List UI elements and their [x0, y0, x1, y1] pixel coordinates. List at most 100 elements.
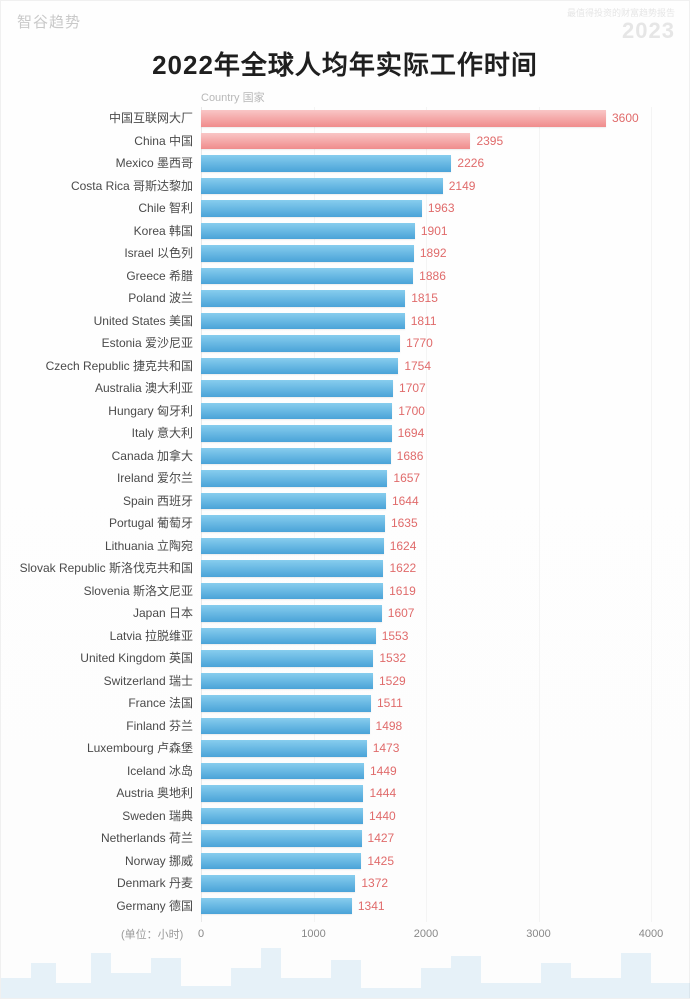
bar [201, 538, 384, 555]
category-label: Ireland 爱尔兰 [0, 467, 201, 490]
bar-row: Iceland 冰岛1449 [201, 760, 651, 783]
value-label: 1622 [383, 557, 416, 580]
category-label: Netherlands 荷兰 [0, 827, 201, 850]
category-label: Sweden 瑞典 [0, 805, 201, 828]
bar-row: Hungary 匈牙利1700 [201, 400, 651, 423]
bar [201, 763, 364, 780]
bar [201, 425, 392, 442]
bar-highlight [201, 110, 606, 127]
watermark-top-right: 最值得投资的财富趋势报告 2023 [567, 9, 675, 43]
bar [201, 515, 385, 532]
value-label: 1770 [400, 332, 433, 355]
bar-row: Portugal 葡萄牙1635 [201, 512, 651, 535]
category-label: United Kingdom 英国 [0, 647, 201, 670]
bar-row: Japan 日本1607 [201, 602, 651, 625]
category-label: Germany 德国 [0, 895, 201, 918]
bar-row: Mexico 墨西哥2226 [201, 152, 651, 175]
category-label: Latvia 拉脱维亚 [0, 625, 201, 648]
category-label: Canada 加拿大 [0, 445, 201, 468]
value-label: 1427 [362, 827, 395, 850]
bar-row: Norway 挪威1425 [201, 850, 651, 873]
value-label: 1619 [383, 580, 416, 603]
bar [201, 403, 392, 420]
category-label: Costa Rica 哥斯达黎加 [0, 175, 201, 198]
bar-row: Denmark 丹麦1372 [201, 872, 651, 895]
value-label: 1892 [414, 242, 447, 265]
bar [201, 560, 383, 577]
value-label: 1473 [367, 737, 400, 760]
bar [201, 785, 363, 802]
bar-row: Chile 智利1963 [201, 197, 651, 220]
value-label: 1694 [392, 422, 425, 445]
value-label: 1449 [364, 760, 397, 783]
bar-row: Australia 澳大利亚1707 [201, 377, 651, 400]
bar-row: Finland 芬兰1498 [201, 715, 651, 738]
value-label: 1607 [382, 602, 415, 625]
bar-row: Switzerland 瑞士1529 [201, 670, 651, 693]
bar-row: Austria 奥地利1444 [201, 782, 651, 805]
bar-row: Estonia 爱沙尼亚1770 [201, 332, 651, 355]
bar [201, 695, 371, 712]
chart-page: 智谷趋势 最值得投资的财富趋势报告 2023 2022年全球人均年实际工作时间 … [0, 0, 690, 999]
category-label: Japan 日本 [0, 602, 201, 625]
bar [201, 628, 376, 645]
bar-highlight [201, 133, 470, 150]
value-label: 1372 [355, 872, 388, 895]
value-label: 1635 [385, 512, 418, 535]
bar-row: Korea 韩国1901 [201, 220, 651, 243]
value-label: 1963 [422, 197, 455, 220]
category-label: Austria 奥地利 [0, 782, 201, 805]
bar-row: China 中国2395 [201, 130, 651, 153]
bar [201, 673, 373, 690]
bar [201, 313, 405, 330]
category-label: Iceland 冰岛 [0, 760, 201, 783]
value-label: 1811 [405, 310, 437, 333]
value-label: 2226 [451, 152, 484, 175]
bar-row: Canada 加拿大1686 [201, 445, 651, 468]
value-label: 1498 [370, 715, 403, 738]
category-label: Greece 希腊 [0, 265, 201, 288]
category-label: 中国互联网大厂 [0, 107, 201, 130]
value-label: 1707 [393, 377, 426, 400]
category-label: Spain 西班牙 [0, 490, 201, 513]
x-tick-label: 3000 [526, 928, 550, 940]
value-label: 1624 [384, 535, 417, 558]
value-label: 2149 [443, 175, 476, 198]
bar-row: France 法国1511 [201, 692, 651, 715]
value-label: 1886 [413, 265, 446, 288]
value-label: 1553 [376, 625, 409, 648]
bar [201, 650, 373, 667]
bar-row: Italy 意大利1694 [201, 422, 651, 445]
value-label: 1644 [386, 490, 419, 513]
category-label: Luxembourg 卢森堡 [0, 737, 201, 760]
bar [201, 268, 413, 285]
bar [201, 290, 405, 307]
value-label: 1529 [373, 670, 406, 693]
x-tick-label: 2000 [414, 928, 438, 940]
bar [201, 875, 355, 892]
plot-region: 中国互联网大厂3600China 中国2395Mexico 墨西哥2226Cos… [201, 107, 651, 922]
category-label: Israel 以色列 [0, 242, 201, 265]
bar [201, 808, 363, 825]
bar-row: Germany 德国1341 [201, 895, 651, 918]
bar-row: Slovenia 斯洛文尼亚1619 [201, 580, 651, 603]
category-label: Lithuania 立陶宛 [0, 535, 201, 558]
bar-row: Slovak Republic 斯洛伐克共和国1622 [201, 557, 651, 580]
bar-row: Czech Republic 捷克共和国1754 [201, 355, 651, 378]
category-label: United States 美国 [0, 310, 201, 333]
bar [201, 448, 391, 465]
category-label: Czech Republic 捷克共和国 [0, 355, 201, 378]
value-label: 1440 [363, 805, 396, 828]
bar [201, 178, 443, 195]
bar [201, 898, 352, 915]
value-label: 1754 [398, 355, 431, 378]
bar [201, 470, 387, 487]
category-label: Portugal 葡萄牙 [0, 512, 201, 535]
bar-row: Netherlands 荷兰1427 [201, 827, 651, 850]
x-axis-unit-label: (单位：小时) [121, 926, 183, 942]
value-label: 1657 [387, 467, 420, 490]
x-axis: 01000200030004000 [201, 928, 651, 942]
category-label: Chile 智利 [0, 197, 201, 220]
bar [201, 380, 393, 397]
bar-row: Lithuania 立陶宛1624 [201, 535, 651, 558]
